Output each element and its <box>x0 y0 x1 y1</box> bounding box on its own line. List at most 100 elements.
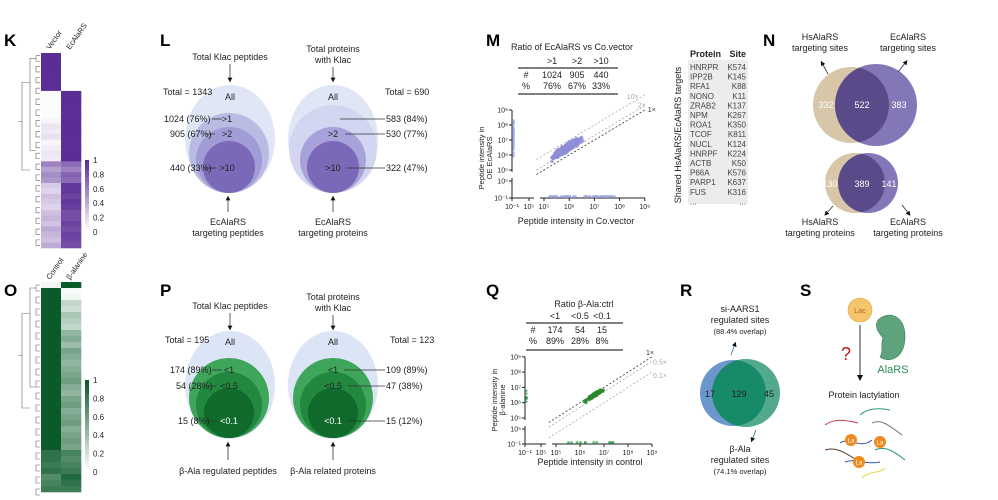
heatmap-cell <box>41 336 62 343</box>
heatmap-cell <box>41 450 62 457</box>
data-point-missing-y <box>555 195 559 198</box>
target-protein: NUCL <box>690 140 712 149</box>
heatmap-cell <box>61 74 82 81</box>
heatmap-cell <box>41 300 62 307</box>
heatmap-cell <box>41 456 62 463</box>
r-bottom-label: regulated sites <box>711 455 770 465</box>
count-label: 905 (67%) <box>170 129 212 139</box>
data-point-missing-x <box>512 151 515 154</box>
ring-label: >2 <box>328 129 338 139</box>
venn-label: targeting proteins <box>785 228 855 238</box>
heatmap-cell <box>61 210 82 216</box>
heatmap-cell <box>41 112 62 119</box>
l-right-bottom-label: EcAlaRS <box>315 217 351 227</box>
colorbar-segment <box>85 458 89 464</box>
target-protein: ROA1 <box>690 121 712 130</box>
arrow-icon <box>897 60 908 73</box>
colorbar-segment <box>85 221 89 226</box>
count-label: 440 (33%) <box>170 163 212 173</box>
p-right-bottom-label: β-Ala related proteins <box>290 466 376 476</box>
heatmap-cell <box>41 193 62 200</box>
heatmap-cell <box>61 226 82 233</box>
heatmap-cell <box>41 360 62 367</box>
heatmap-cell <box>61 80 82 86</box>
reference-line-label: 1× <box>648 107 656 114</box>
x-tick-label: 10⁶ <box>564 204 575 211</box>
y-tick-label: 10⁷ <box>511 385 522 392</box>
data-point <box>580 136 584 140</box>
heatmap-cell <box>61 432 82 439</box>
data-point-missing-x <box>525 392 528 395</box>
reference-line <box>536 94 646 160</box>
heatmap-cell <box>41 420 62 427</box>
colorbar-segment <box>85 163 89 168</box>
panel-label-n: N <box>763 31 775 50</box>
data-point-missing-y <box>583 195 587 198</box>
m-header: >10 <box>593 56 608 66</box>
reference-line <box>548 371 653 439</box>
reference-line-label: 10× <box>627 94 639 101</box>
lactyl-group-icons: La La La <box>845 434 886 468</box>
count-label: 15 (12%) <box>386 416 423 426</box>
data-point-missing-y <box>608 441 612 444</box>
target-site: K88 <box>732 82 747 91</box>
m-cell: % <box>522 81 530 91</box>
heatmap-cell <box>41 150 62 157</box>
m-cell: 33% <box>592 81 610 91</box>
colorbar-segment <box>85 449 89 454</box>
colorbar-segment <box>85 214 89 218</box>
data-point-missing-y <box>559 195 563 198</box>
colorbar-segment <box>85 398 89 404</box>
target-site: K637 <box>727 178 746 187</box>
la-label: La <box>877 441 884 447</box>
x-tick-label: 10⁹ <box>639 204 650 211</box>
colorbar-segment <box>85 188 89 193</box>
reference-line-label: 0.1× <box>653 373 667 380</box>
panel-label-p: P <box>160 281 171 300</box>
panel-label-m: M <box>486 31 500 50</box>
heatmap-cell <box>41 402 62 409</box>
colorbar-segment <box>85 467 89 473</box>
panel-p-peptides: Total Klac peptides Total = 195 All <1 <… <box>165 301 277 476</box>
x-tick-label: 10⁷ <box>599 450 610 457</box>
heatmap-cell <box>61 199 82 205</box>
dendrogram <box>18 284 40 496</box>
venn-overlap-count: 129 <box>731 389 746 399</box>
colorbar-tick: 0.2 <box>93 214 105 223</box>
y-tick-label: 10⁵ <box>510 427 521 434</box>
l-right-bottom-label: targeting proteins <box>298 228 368 238</box>
q-cell: 89% <box>546 336 564 346</box>
data-point <box>563 144 567 148</box>
colorbar-tick: 0.4 <box>93 199 105 208</box>
ring-label: >1 <box>222 114 232 124</box>
heatmap-cell <box>61 139 82 146</box>
heatmap-cell <box>61 63 82 70</box>
colorbar-tick: 0.4 <box>93 431 105 440</box>
x-tick-label: 10⁸ <box>614 204 625 211</box>
heatmap-o-col-beta-alanine: β-alanine <box>64 251 89 282</box>
heatmap-cell <box>61 336 82 343</box>
arrow-icon <box>730 341 737 356</box>
heatmap-cell <box>61 444 82 451</box>
ring-label: <0.5 <box>324 381 342 391</box>
colorbar-tick: 0.6 <box>93 413 105 422</box>
data-point-missing-y <box>600 195 604 198</box>
data-point-missing-y <box>607 195 611 198</box>
target-protein: P66A <box>690 169 710 178</box>
data-point-missing-y <box>586 195 589 198</box>
heatmap-cell <box>41 414 62 421</box>
heatmap-cell <box>41 74 62 81</box>
ring-label: <1 <box>328 365 338 375</box>
scatter-m: 10⁹ 10⁸ 10⁷ 10⁶ 10⁵ 10⁵ 10⁻¹10⁻¹ 10⁵ 10⁵ 10⁶ 10⁷ 10… <box>494 94 656 211</box>
data-point-missing-x <box>512 135 515 139</box>
panel-label-s: S <box>800 281 811 300</box>
panel-m-table: Ratio of EcAlaRS vs Co.vector >1 >2 >10 … <box>511 42 633 95</box>
panel-l-proteins: Total proteins with Klac Total = 690 All… <box>288 44 429 238</box>
heatmap-cell <box>61 324 82 331</box>
data-point-missing-y <box>579 441 583 444</box>
count-label: 109 (89%) <box>386 365 428 375</box>
heatmap-cell <box>41 118 62 124</box>
ring-label: <0.1 <box>324 416 342 426</box>
reference-line <box>548 361 653 428</box>
x-tick-label: 10⁸ <box>623 450 634 457</box>
